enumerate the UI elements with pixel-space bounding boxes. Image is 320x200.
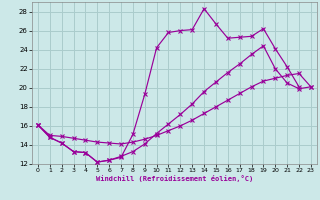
X-axis label: Windchill (Refroidissement éolien,°C): Windchill (Refroidissement éolien,°C)	[96, 175, 253, 182]
